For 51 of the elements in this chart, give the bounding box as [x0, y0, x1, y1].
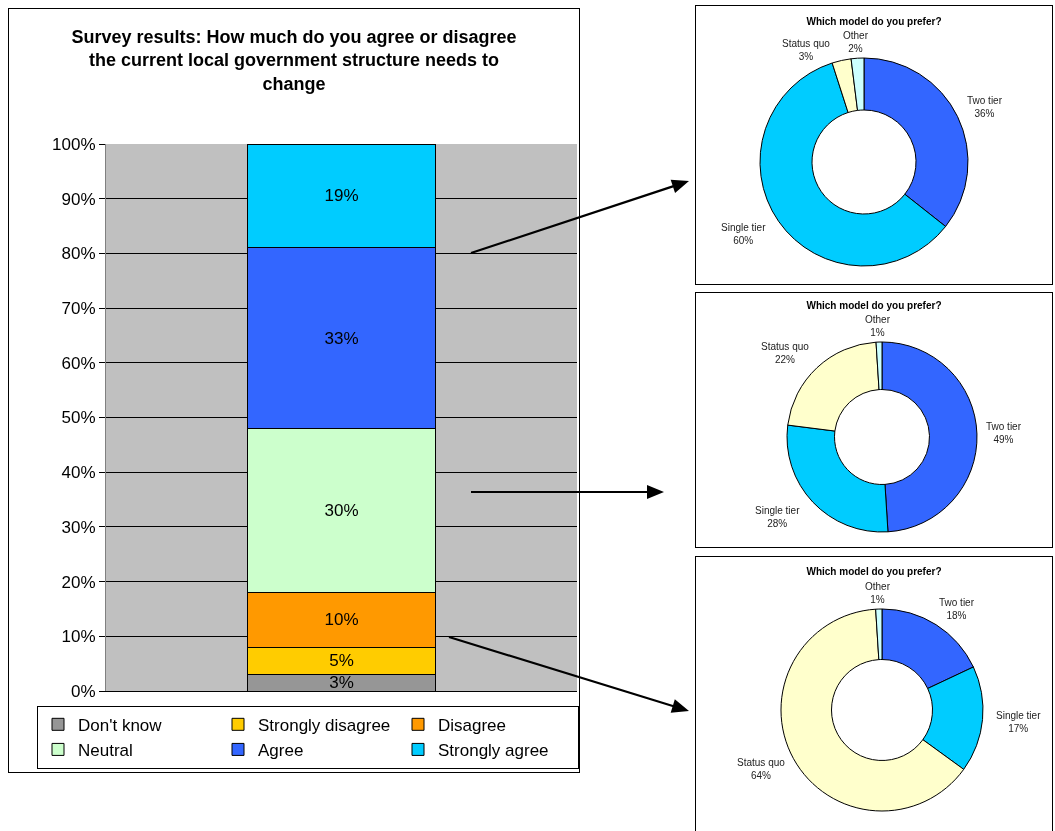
slice-label: Other	[865, 581, 891, 592]
data-label: 5%	[329, 651, 354, 671]
data-label: 3%	[329, 673, 354, 693]
y-tick-label: 70%	[61, 299, 96, 319]
slice-label: Single tier	[996, 710, 1042, 721]
legend-label: Strongly disagree	[258, 715, 391, 735]
slice-label: Other	[865, 314, 891, 325]
legend-label: Don't know	[78, 715, 163, 735]
data-label: 36%	[974, 108, 995, 119]
y-tick-label: 60%	[61, 353, 96, 373]
data-label: 49%	[993, 434, 1014, 445]
y-tick-label: 80%	[61, 244, 96, 264]
data-label: 17%	[1008, 723, 1029, 734]
slice-label: Status quo	[737, 757, 786, 768]
y-tick-label: 0%	[71, 681, 96, 701]
data-label: 10%	[324, 610, 359, 630]
data-label: 22%	[774, 354, 796, 365]
chart-title: Which model do you prefer?	[806, 565, 942, 577]
slice-label: Status quo	[761, 341, 810, 352]
slice-label: Two tier	[939, 597, 975, 608]
data-label: 28%	[767, 518, 788, 529]
y-tick-label: 40%	[61, 463, 96, 483]
data-label: 33%	[324, 328, 359, 348]
y-tick-label: 30%	[61, 517, 96, 537]
legend-label: Agree	[258, 741, 304, 761]
data-label: 3%	[798, 51, 814, 62]
slice-label: Two tier	[986, 421, 1022, 432]
slice-label: Single tier	[755, 505, 801, 516]
data-label: 30%	[324, 500, 359, 520]
legend-label: Strongly agree	[438, 741, 549, 761]
chart-title: Which model do you prefer?	[806, 15, 942, 27]
slice-label: Status quo	[782, 38, 831, 49]
y-tick-label: 90%	[61, 189, 96, 209]
slice-label: Two tier	[967, 95, 1003, 106]
slice-label: Other	[843, 30, 869, 41]
slice-label: Single tier	[721, 222, 767, 233]
data-label: 1%	[870, 594, 885, 605]
data-label: 64%	[750, 770, 772, 781]
chart-title: Survey results: How much do you agree or disagree the current local government structure needs to change	[71, 27, 517, 94]
data-label: 19%	[324, 186, 359, 206]
chart-title: Which model do you prefer?	[806, 299, 942, 311]
y-tick-label: 20%	[61, 572, 96, 592]
legend-label: Neutral	[78, 741, 133, 761]
y-tick-label: 100%	[52, 134, 96, 154]
y-tick-label: 10%	[61, 627, 96, 647]
data-label: 1%	[870, 327, 885, 338]
y-tick-label: 50%	[61, 408, 96, 428]
data-label: 2%	[848, 43, 863, 54]
data-label: 60%	[733, 235, 754, 246]
data-label: 18%	[946, 610, 967, 621]
legend-label: Disagree	[438, 715, 507, 735]
